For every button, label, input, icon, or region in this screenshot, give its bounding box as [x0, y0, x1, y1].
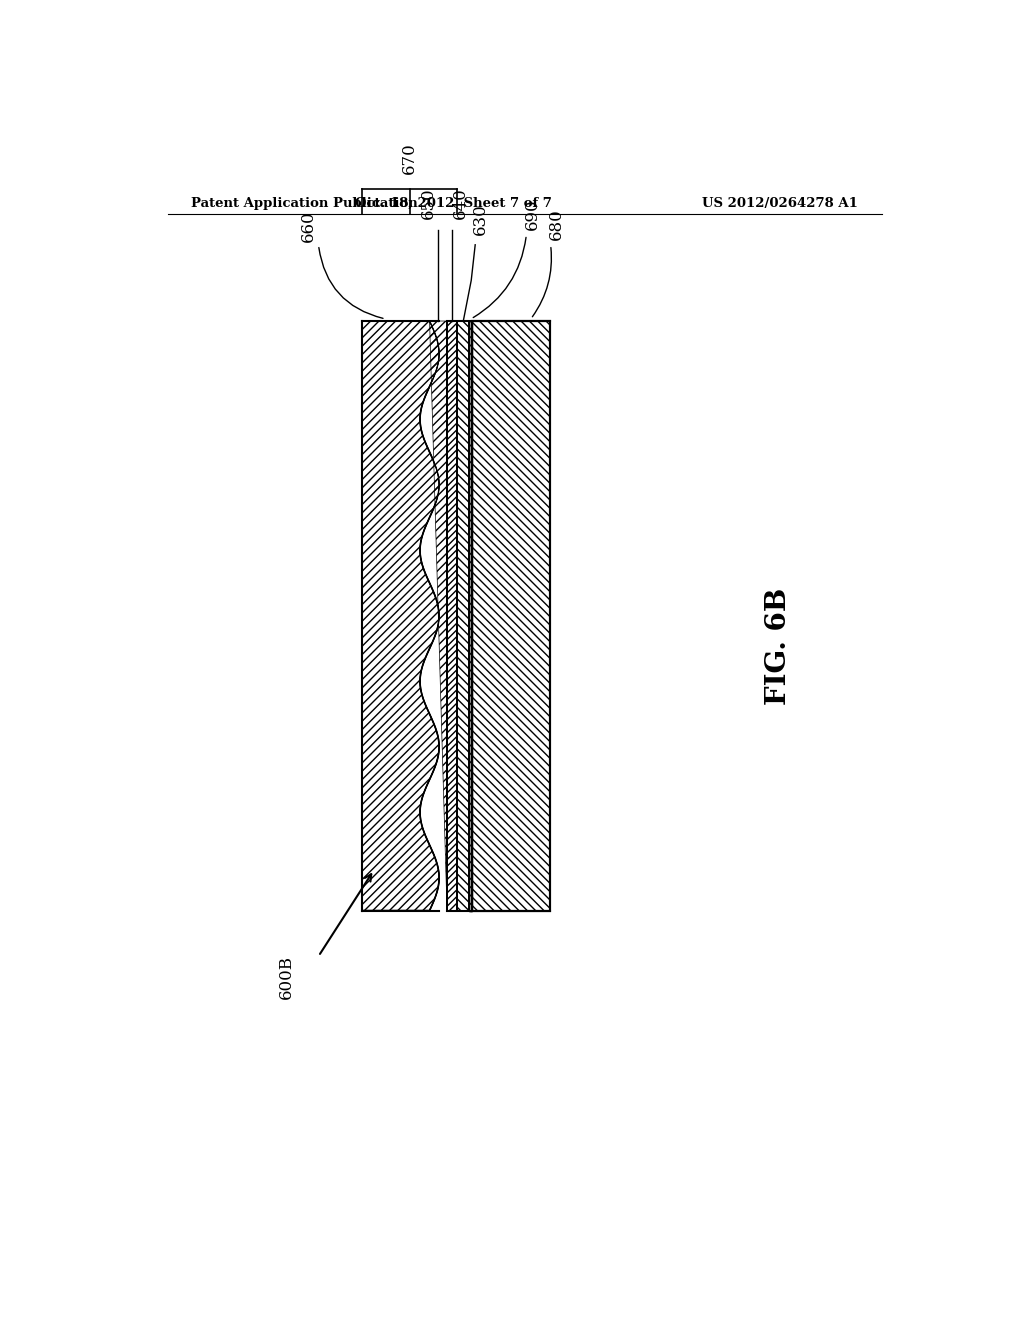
Text: 680: 680: [548, 209, 564, 240]
Text: 630: 630: [472, 203, 489, 235]
Bar: [458, 321, 469, 911]
Bar: [469, 321, 472, 911]
Bar: [458, 321, 472, 911]
Text: 600B: 600B: [279, 954, 295, 999]
Bar: [472, 321, 550, 911]
Polygon shape: [420, 321, 447, 911]
Bar: [472, 321, 550, 911]
Bar: [472, 321, 550, 911]
Text: FIG. 6B: FIG. 6B: [765, 587, 793, 705]
Text: 660: 660: [300, 210, 316, 242]
Text: 640: 640: [452, 187, 469, 219]
Text: 670: 670: [401, 141, 418, 174]
Bar: [447, 321, 458, 911]
Bar: [458, 321, 469, 911]
Bar: [447, 321, 458, 911]
Text: 690: 690: [524, 198, 542, 230]
Bar: [469, 321, 472, 911]
Text: Oct. 18, 2012  Sheet 7 of 7: Oct. 18, 2012 Sheet 7 of 7: [355, 197, 552, 210]
Text: US 2012/0264278 A1: US 2012/0264278 A1: [702, 197, 858, 210]
Bar: [447, 321, 458, 911]
Text: Patent Application Publication: Patent Application Publication: [191, 197, 418, 210]
Text: 650: 650: [420, 187, 437, 219]
Polygon shape: [362, 321, 439, 911]
